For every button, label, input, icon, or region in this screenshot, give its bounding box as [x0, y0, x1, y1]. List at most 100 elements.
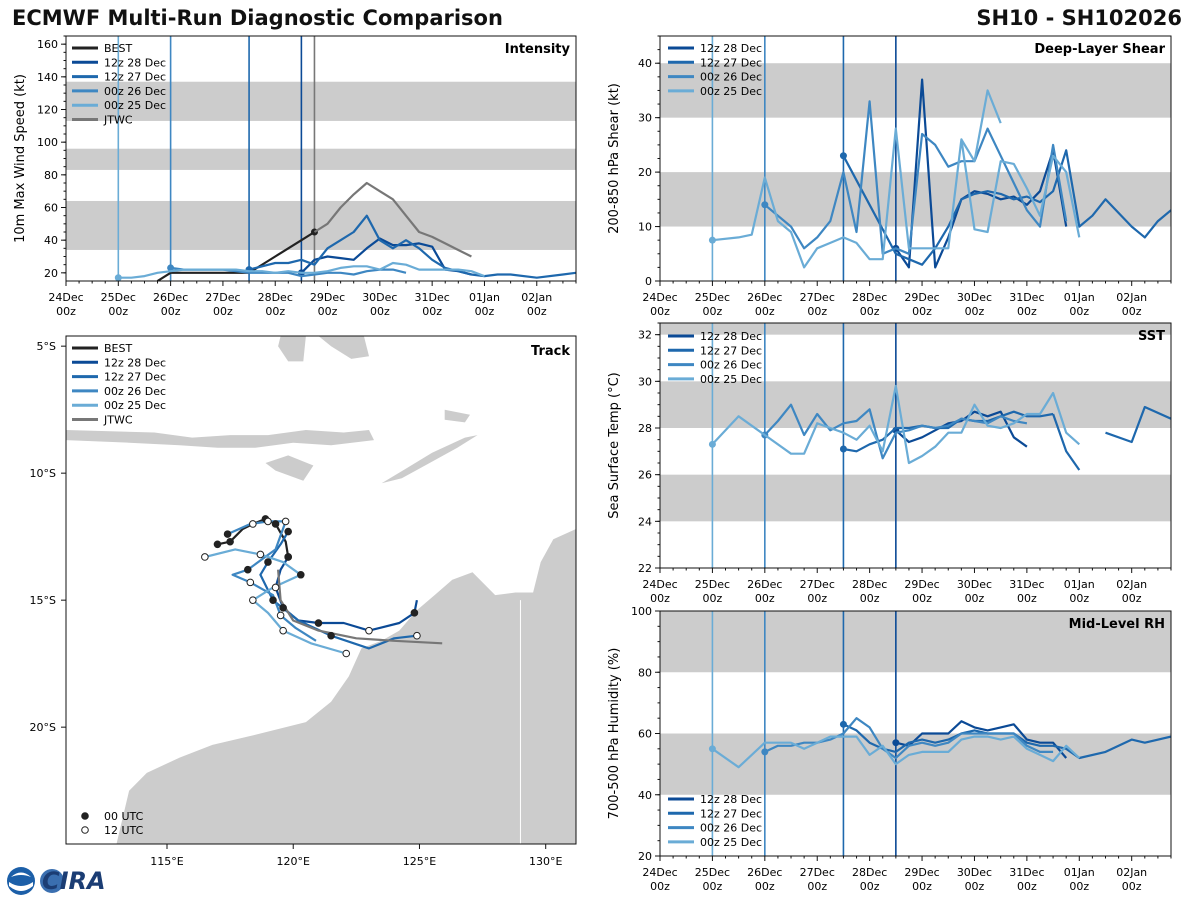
- x-tick-label: 00z: [860, 880, 880, 893]
- y-axis-label: 700-500 hPa Humidity (%): [607, 648, 622, 820]
- track-point-00utc: [297, 570, 305, 579]
- category-band: [660, 381, 1171, 428]
- x-tick-label: 01Jan: [1064, 866, 1095, 879]
- y-axis-label: 10m Max Wind Speed (kt): [13, 74, 28, 243]
- x-tick-label: 01Jan: [1064, 578, 1095, 591]
- y-tick-label: 100: [37, 136, 58, 149]
- x-tick-label: 25Dec: [695, 866, 730, 879]
- x-tick-label: 00z: [422, 305, 442, 318]
- legend-label: 00z 26 Dec: [104, 385, 166, 398]
- category-band: [660, 474, 1171, 522]
- track-point-00utc: [279, 603, 287, 612]
- sumba-island: [265, 455, 314, 481]
- lat-tick-label: 10°S: [30, 467, 56, 480]
- y-tick-label: 24: [638, 515, 652, 528]
- track-point-12utc: [271, 583, 280, 592]
- series-start-marker: [839, 445, 847, 453]
- track-point-00utc: [269, 596, 277, 604]
- track-point-12utc: [279, 626, 287, 635]
- series-line: [895, 720, 1068, 759]
- legend-label: 12z 27 Dec: [104, 371, 166, 384]
- y-tick-label: 20: [638, 166, 652, 179]
- x-tick-label: 24Dec: [642, 578, 677, 591]
- legend-label: 00z 25 Dec: [700, 373, 762, 386]
- track-point-00utc: [271, 520, 280, 528]
- x-tick-label: 00z: [527, 305, 547, 318]
- y-tick-label: 30: [638, 112, 652, 125]
- series-start-marker: [839, 720, 847, 728]
- plot-area: [660, 323, 1171, 568]
- legend-label: 12z 27 Dec: [700, 56, 762, 69]
- y-tick-label: 30: [638, 375, 652, 388]
- series-start-marker: [167, 264, 175, 272]
- x-tick-label: 00z: [108, 305, 128, 318]
- x-tick-label: 00z: [1069, 305, 1089, 318]
- category-band: [66, 148, 576, 170]
- x-tick-label: 00z: [755, 592, 775, 605]
- series-line: [763, 403, 1028, 460]
- x-tick-label: 00z: [1017, 880, 1037, 893]
- panel-title: Deep-Layer Shear: [1034, 42, 1165, 57]
- x-tick-label: 00z: [650, 880, 670, 893]
- track-point-12utc: [256, 550, 265, 559]
- legend-label: 00z 25 Dec: [104, 399, 166, 412]
- x-tick-label: 28Dec: [852, 578, 887, 591]
- track-point-00utc: [226, 537, 234, 546]
- x-tick-label: 00z: [807, 305, 827, 318]
- buton-island: [318, 336, 369, 359]
- x-tick-label: 00z: [807, 880, 827, 893]
- x-tick-label: 00z: [965, 305, 985, 318]
- x-tick-label: 00z: [912, 880, 932, 893]
- x-tick-label: 00z: [703, 305, 723, 318]
- lat-tick-label: 20°S: [30, 721, 56, 734]
- y-tick-label: 40: [638, 57, 652, 70]
- track-line: [277, 569, 443, 645]
- x-tick-label: 00z: [703, 880, 723, 893]
- y-tick-label: 40: [44, 234, 58, 247]
- x-tick-label: 24Dec: [48, 291, 83, 304]
- track-point-00utc: [223, 530, 232, 538]
- x-tick-label: 00z: [56, 305, 76, 318]
- x-tick-label: 30Dec: [957, 866, 992, 879]
- track-point-00utc: [284, 553, 292, 561]
- x-tick-label: 26Dec: [747, 291, 782, 304]
- y-tick-label: 60: [638, 728, 652, 741]
- y-tick-label: 32: [638, 329, 652, 342]
- lesser-sunda-islands: [66, 430, 374, 448]
- x-tick-label: 25Dec: [695, 578, 730, 591]
- y-tick-label: 80: [638, 666, 652, 679]
- x-tick-label: 28Dec: [852, 866, 887, 879]
- plot-area: [66, 36, 576, 281]
- lon-tick-label: 115°E: [150, 855, 183, 868]
- rh-chart: 2040608010024Dec00z25Dec00z26Dec00z27Dec…: [607, 605, 1172, 893]
- y-tick-label: 10: [638, 221, 652, 234]
- series-start-marker: [114, 274, 122, 281]
- y-tick-label: 28: [638, 422, 652, 435]
- legend-label: JTWC: [103, 414, 133, 427]
- legend-label: 00z 26 Dec: [700, 71, 762, 84]
- track-point-12utc: [413, 631, 421, 640]
- series-line: [764, 100, 1068, 255]
- y-tick-label: 160: [37, 38, 58, 51]
- x-tick-label: 02Jan: [1116, 866, 1147, 879]
- y-tick-label: 100: [631, 605, 652, 618]
- shear-chart: 01020304024Dec00z25Dec00z26Dec00z27Dec00…: [607, 35, 1172, 318]
- track-point-00utc: [264, 558, 272, 566]
- x-tick-label: 26Dec: [747, 866, 782, 879]
- series-line: [960, 89, 1002, 163]
- series-line: [712, 127, 1081, 269]
- timor-island: [381, 435, 478, 484]
- australia-landmass: [116, 529, 576, 844]
- track-point-12utc: [201, 553, 209, 561]
- lat-tick-label: 5°S: [37, 340, 56, 353]
- y-tick-label: 22: [638, 562, 652, 575]
- y-tick-label: 20: [44, 267, 58, 280]
- legend-label: 12z 28 Dec: [104, 56, 166, 69]
- x-tick-label: 00z: [1122, 305, 1142, 318]
- y-axis-label: 200-850 hPa Shear (kt): [607, 83, 622, 234]
- x-tick-label: 00z: [912, 305, 932, 318]
- track-point-00utc: [243, 565, 252, 574]
- x-tick-label: 28Dec: [852, 291, 887, 304]
- track-map: 115°E 120°E 125°E 130°E 5°S 10°S 15°S 20°S Track…: [30, 335, 577, 868]
- category-band: [660, 323, 1171, 335]
